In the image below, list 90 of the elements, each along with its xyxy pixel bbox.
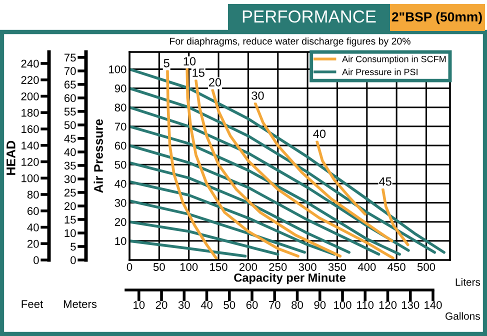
y2-tick-label: 55: [64, 108, 76, 116]
y3-tick-label: 20: [27, 240, 39, 248]
series-label: 5: [164, 59, 170, 68]
x2-axis-title: Gallons: [446, 312, 480, 320]
x-tick-label: 300: [298, 263, 316, 271]
y2-tick-label: 40: [64, 148, 76, 156]
line-series: [254, 102, 394, 242]
series-label: 45: [379, 177, 392, 186]
y2-tick-label: 0: [70, 256, 76, 264]
line-series: [130, 161, 350, 254]
x-axis-title: Capacity per Minute: [234, 273, 346, 284]
y3-tick-label: 120: [22, 158, 39, 166]
y3-tick-label: 80: [27, 190, 39, 199]
x2-tick-label: 50: [224, 301, 236, 309]
series-label: 40: [313, 130, 326, 138]
series-label: 20: [209, 78, 222, 86]
y2-tick-label: 75: [64, 54, 76, 62]
chart-title: PERFORMANCE: [242, 10, 376, 23]
x-tick-label: 450: [388, 263, 406, 271]
series-label: 15: [192, 68, 204, 77]
text: HEAD: [6, 140, 16, 175]
line-series: [130, 220, 280, 256]
x-tick-label: 0: [126, 263, 132, 271]
x2-tick-label: 10: [134, 301, 145, 309]
y3-tick-label: 0: [34, 256, 39, 264]
y2-tick-label: 10: [64, 229, 76, 238]
y2-tick-label: 35: [64, 162, 76, 170]
y3-axis-title: Feet: [22, 300, 44, 308]
x-tick-label: 200: [239, 263, 258, 271]
y-tick-label: 90: [114, 84, 126, 92]
series-label: 30: [252, 91, 264, 100]
x2-tick-label: 130: [402, 301, 420, 309]
annotation: Air Consumption in SCFM: [342, 56, 446, 64]
y3-tick-label: 40: [27, 224, 39, 232]
text: For diaphragms, reduce water discharge figures by 20%: [170, 37, 410, 47]
y3-tick-label: 100: [22, 174, 39, 182]
text: Liters: [456, 278, 480, 286]
y3-tick-label: 180: [22, 108, 39, 117]
y3-tick-label: 160: [22, 125, 39, 134]
line-series: [130, 144, 380, 256]
line-series: [130, 180, 336, 256]
x-tick-label: 150: [210, 263, 228, 271]
y-tick-label: 100: [109, 65, 126, 74]
x-tick-label: 100: [180, 263, 198, 271]
series-label: 10: [184, 57, 196, 66]
x2-tick-label: 120: [379, 301, 397, 309]
y2-tick-label: 25: [64, 188, 76, 197]
y3-tick-label: 60: [27, 207, 39, 215]
x2-tick-label: 40: [200, 301, 213, 309]
x2-tick-label: 110: [357, 301, 374, 309]
y-tick-label: 50: [114, 160, 126, 169]
x-tick-label: 350: [328, 263, 346, 271]
line-series: [130, 125, 401, 256]
y2-tick-label: 15: [64, 216, 76, 224]
y-axis-title: Air Pressure: [94, 119, 103, 193]
y2-tick-label: 45: [64, 134, 76, 143]
x2-tick-label: 140: [424, 301, 442, 309]
x2-tick-label: 20: [156, 301, 168, 309]
y-tick-label: 10: [115, 237, 126, 246]
x-tick-label: 250: [269, 263, 287, 271]
y2-tick-label: 30: [64, 175, 76, 184]
y-tick-label: 20: [114, 218, 126, 226]
y-tick-label: 80: [114, 104, 126, 112]
x-tick-label: 500: [417, 263, 436, 271]
line-series: [316, 140, 367, 216]
x-tick-label: 400: [358, 263, 376, 271]
y3-tick-label: 220: [21, 76, 39, 84]
y2-tick-label: 5: [70, 242, 76, 251]
y2-tick-label: 70: [64, 67, 76, 76]
x2-tick-label: 80: [292, 301, 304, 309]
x2-tick-label: 100: [334, 301, 352, 309]
y-tick-label: 30: [114, 199, 126, 207]
x2-tick-label: 90: [314, 301, 326, 309]
y3-tick-label: 200: [21, 92, 39, 100]
chart-subtitle: 2"BSP (50mm): [392, 12, 482, 24]
y2-tick-label: 50: [64, 121, 76, 130]
x2-tick-label: 70: [269, 301, 280, 309]
y2-tick-label: 65: [64, 80, 76, 89]
y3-tick-label: 140: [22, 142, 39, 150]
y2-tick-label: 60: [64, 94, 76, 102]
y3-tick-label: 240: [21, 60, 39, 68]
x2-tick-label: 60: [246, 301, 258, 309]
x2-tick-label: 30: [178, 301, 190, 309]
y-tick-label: 40: [114, 180, 126, 188]
annotation: Air Pressure in PSI: [342, 68, 418, 76]
y2-axis-title: Meters: [64, 300, 97, 308]
y-tick-label: 70: [114, 122, 126, 131]
y-tick-label: 60: [114, 142, 126, 150]
x-tick-label: 50: [153, 263, 165, 271]
y2-tick-label: 20: [64, 202, 76, 210]
